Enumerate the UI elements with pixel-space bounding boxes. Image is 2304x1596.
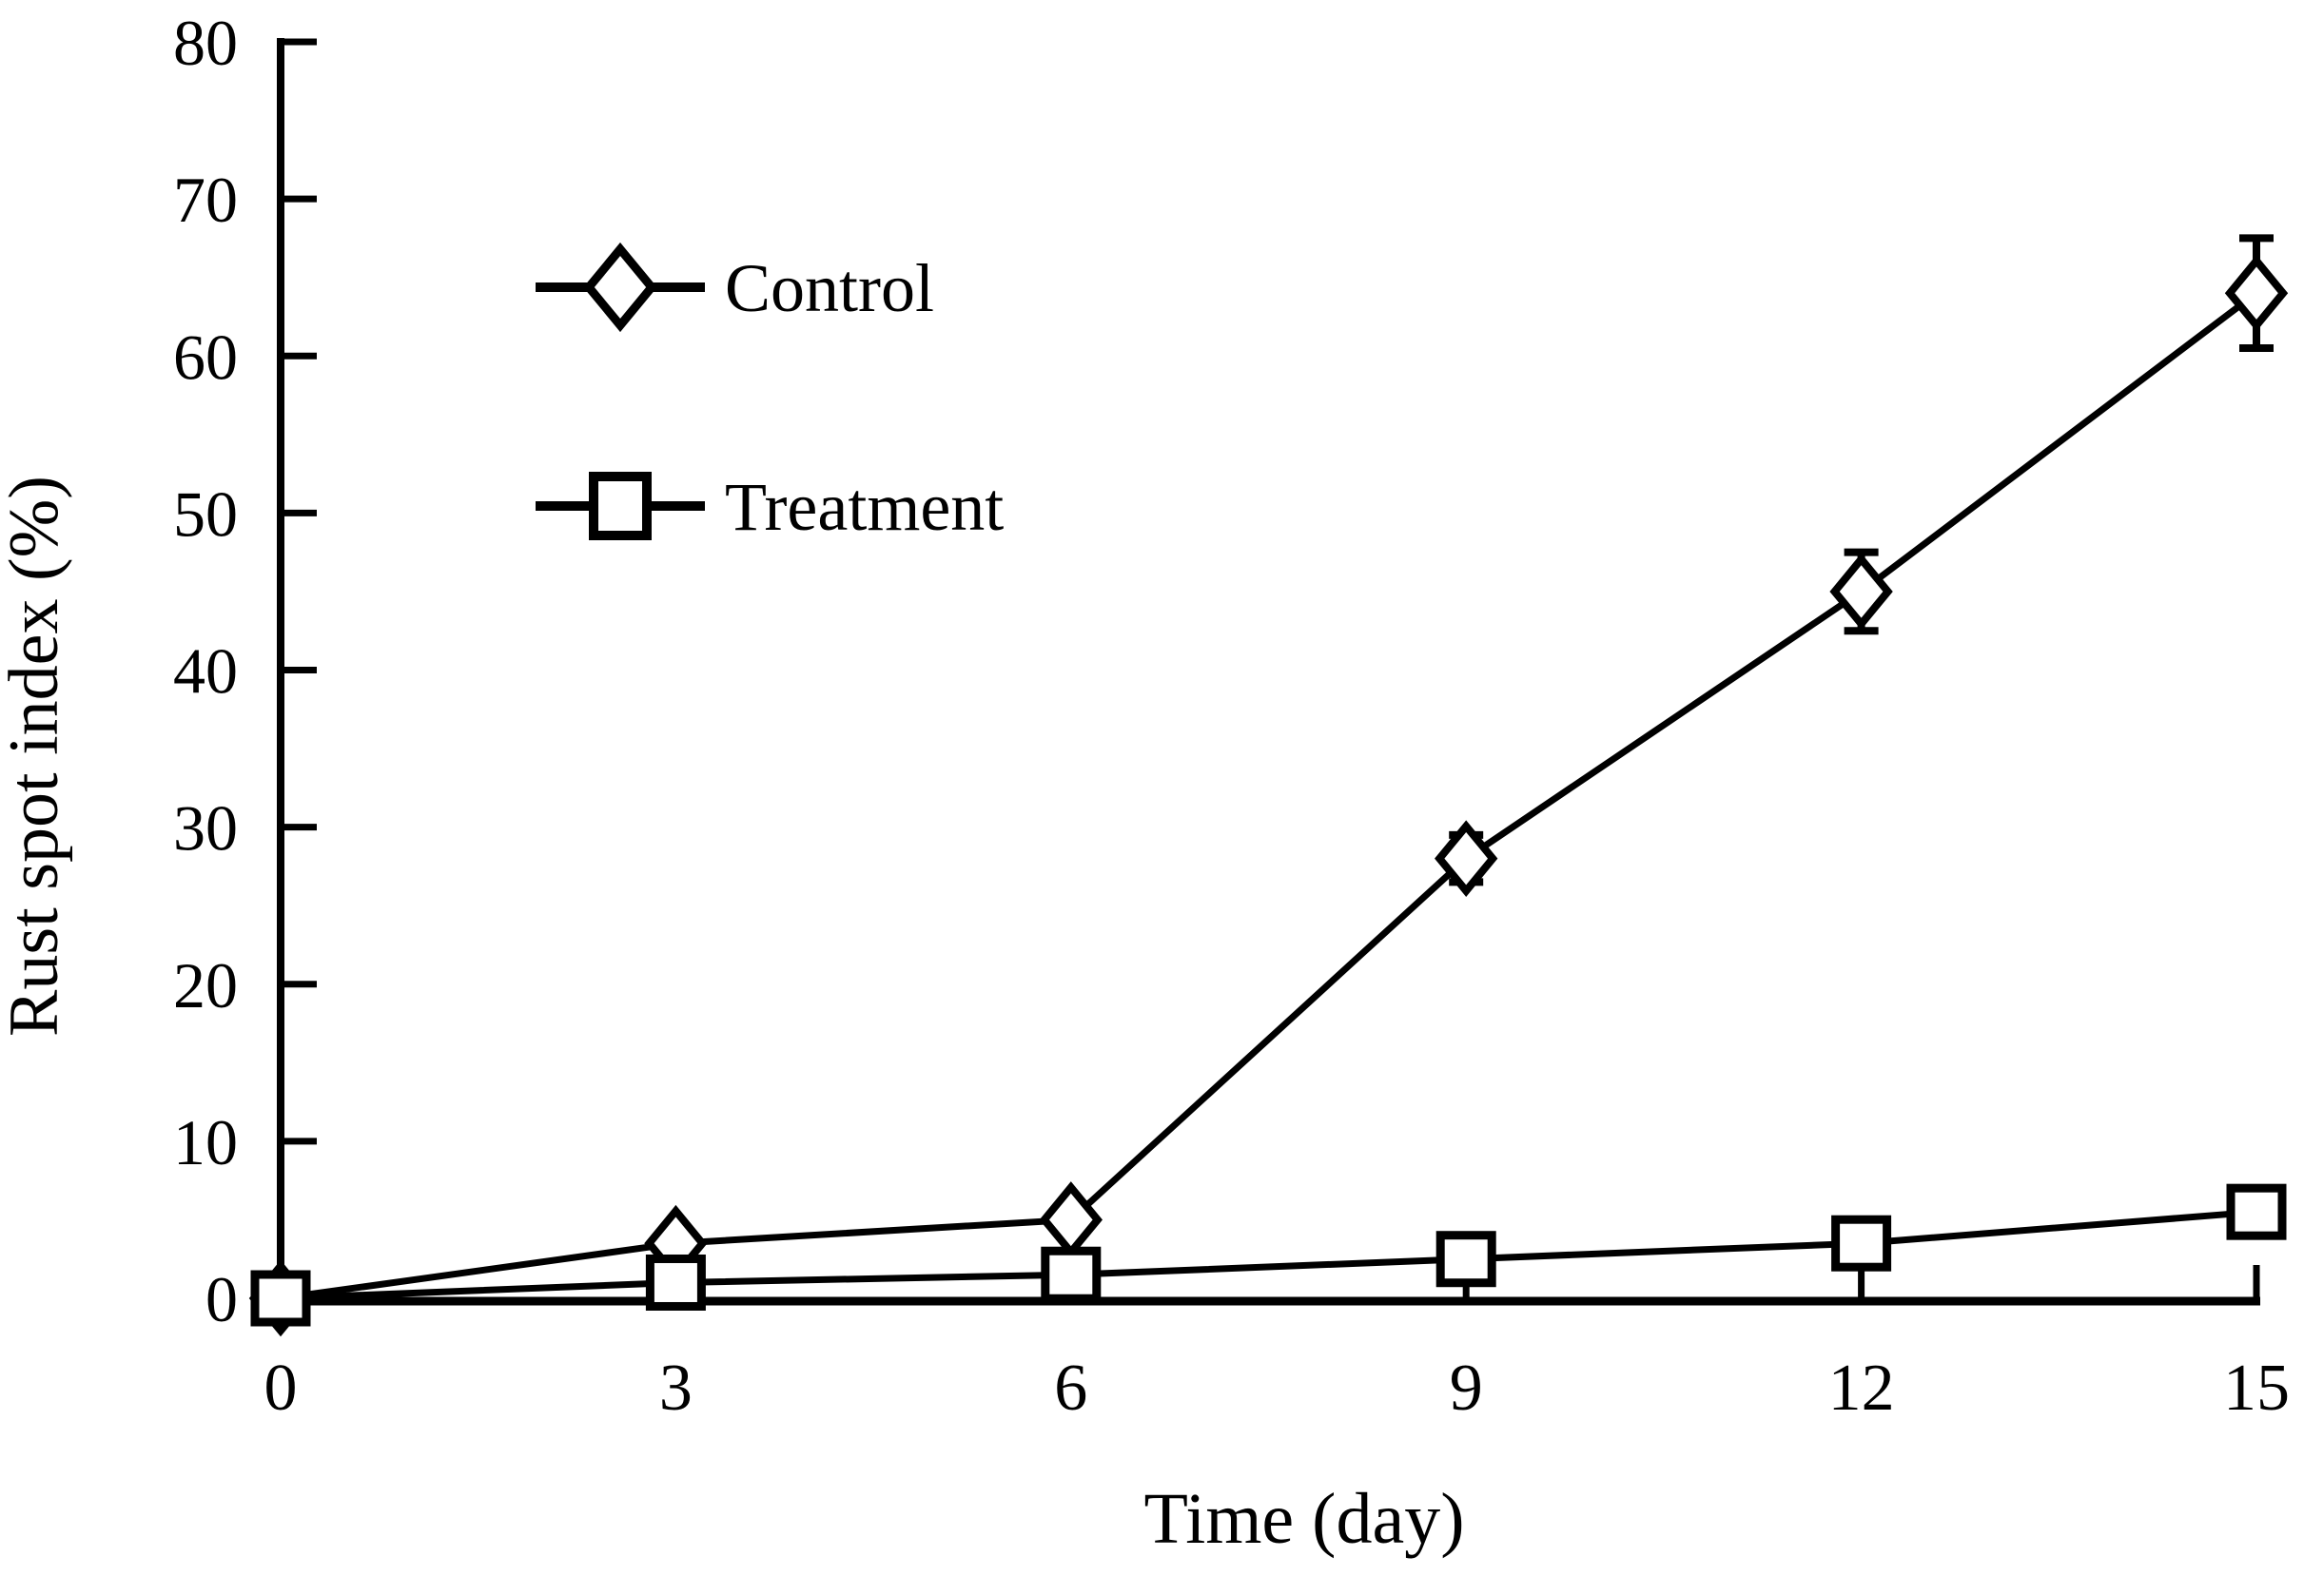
y-axis-title: Rust spot index (%)	[0, 476, 73, 1037]
x-tick-label: 9	[1450, 1352, 1483, 1425]
axes-layer: 0 10 20 30 40 50 60 70 80 0 3 6 9 12 15	[173, 7, 2290, 1425]
y-tick-label: 30	[173, 792, 238, 865]
y-tick-label: 70	[173, 164, 238, 236]
x-tick-label: 6	[1054, 1352, 1087, 1425]
diamond-marker-icon	[583, 242, 657, 333]
y-tick-label: 0	[205, 1263, 238, 1335]
x-tick-label: 12	[1828, 1352, 1895, 1425]
x-tick-label: 3	[659, 1352, 693, 1425]
data-point-square-treatment	[1435, 1231, 1496, 1288]
data-point-square-treatment	[1041, 1246, 1102, 1303]
data-point-diamond-control	[1039, 1181, 1103, 1258]
data-point-square-treatment	[250, 1270, 311, 1327]
data-point-diamond-control	[1829, 553, 1893, 631]
square-marker-icon	[589, 472, 652, 540]
y-tick-label: 10	[173, 1106, 238, 1178]
series-layer	[248, 234, 2289, 1337]
y-tick-label: 80	[173, 7, 238, 79]
data-point-diamond-control	[1435, 820, 1498, 897]
series-line-control	[280, 290, 2259, 1302]
legend-label-control: Control	[725, 250, 934, 326]
data-point-diamond-control	[2224, 254, 2289, 332]
legend: Control Treatment	[536, 242, 1004, 545]
x-tick-label: 0	[264, 1352, 298, 1425]
y-tick-label: 40	[173, 635, 238, 708]
data-point-square-treatment	[2226, 1183, 2287, 1240]
y-tick-label: 20	[173, 949, 238, 1022]
y-tick-label: 60	[173, 321, 238, 393]
x-tick-label: 15	[2223, 1352, 2290, 1425]
series-line-treatment	[280, 1208, 2257, 1302]
y-tick-label: 50	[173, 477, 238, 550]
data-point-square-treatment	[645, 1254, 706, 1311]
x-axis-title: Time (day)	[1143, 1479, 1464, 1559]
legend-label-treatment: Treatment	[725, 469, 1004, 545]
data-point-square-treatment	[1831, 1215, 1892, 1272]
